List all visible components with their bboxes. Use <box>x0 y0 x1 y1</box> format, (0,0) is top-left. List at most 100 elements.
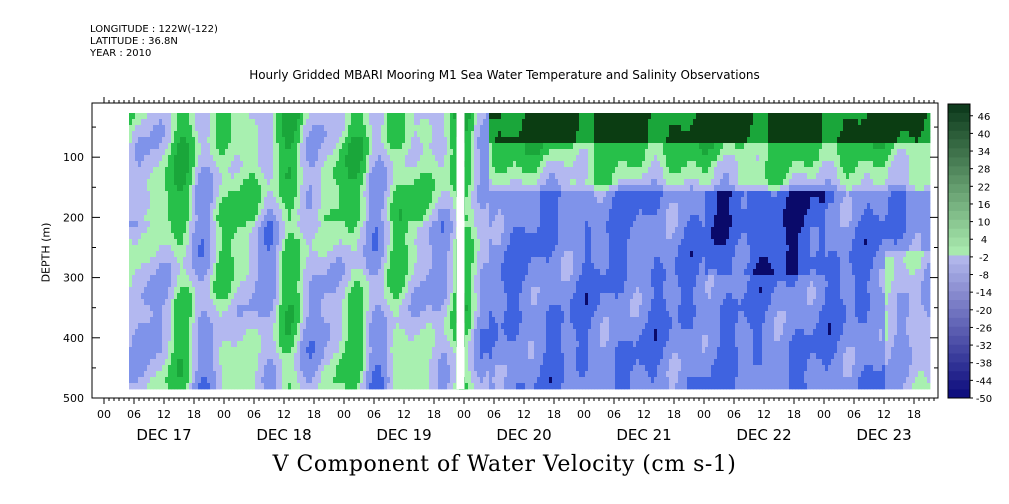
heat-cell <box>198 263 202 270</box>
heat-cell <box>159 227 163 234</box>
heat-cell <box>444 383 448 390</box>
heat-cell <box>318 275 322 282</box>
heat-cell <box>171 299 175 306</box>
heat-cell <box>390 269 394 276</box>
heat-cell <box>219 173 223 180</box>
heat-cell <box>138 281 142 288</box>
heat-cell <box>378 299 382 306</box>
heat-cell <box>402 137 406 144</box>
heat-cell <box>381 179 385 186</box>
heat-cell <box>417 227 421 234</box>
heat-cell <box>153 347 157 354</box>
heat-cell <box>414 383 418 390</box>
heat-cell <box>189 275 193 282</box>
heat-cell <box>426 125 430 132</box>
heat-cell <box>186 227 190 234</box>
heat-cell <box>318 329 322 336</box>
heat-cell <box>426 287 430 294</box>
heat-cell <box>201 119 205 126</box>
heat-cell <box>213 341 217 348</box>
heat-cell <box>429 239 433 246</box>
heat-cell <box>414 239 418 246</box>
heat-cell <box>270 227 274 234</box>
heat-cell <box>324 383 328 390</box>
heat-cell <box>342 257 346 264</box>
heat-cell <box>189 125 193 132</box>
heat-cell <box>447 377 451 384</box>
heat-cell <box>381 311 385 318</box>
heat-cell <box>297 299 301 306</box>
heat-cell <box>192 161 196 168</box>
heat-cell <box>393 293 397 300</box>
heat-cell <box>369 161 373 168</box>
heat-cell <box>186 287 190 294</box>
heat-cell <box>183 137 187 144</box>
heat-cell <box>174 275 178 282</box>
heat-cell <box>255 137 259 144</box>
heat-cell <box>255 209 259 216</box>
heat-cell <box>168 209 172 216</box>
heat-cell <box>387 353 391 360</box>
heat-cell <box>252 317 256 324</box>
heat-cell <box>288 263 292 270</box>
heat-cell <box>156 317 160 324</box>
heat-cell <box>258 179 262 186</box>
heat-cell <box>168 377 172 384</box>
heat-cell <box>423 155 427 162</box>
heat-cell <box>165 269 169 276</box>
heat-cell <box>150 137 154 144</box>
heat-cell <box>279 305 283 312</box>
heat-cell <box>378 149 382 156</box>
heat-cell <box>195 167 199 174</box>
heat-cell <box>441 263 445 270</box>
heat-cell <box>294 359 298 366</box>
heat-cell <box>387 239 391 246</box>
heat-cell <box>162 131 166 138</box>
heat-cell <box>231 287 235 294</box>
heat-cell <box>336 323 340 330</box>
heat-cell <box>150 119 154 126</box>
heat-cell <box>369 209 373 216</box>
heat-cell <box>438 269 442 276</box>
heat-cell <box>324 209 328 216</box>
heat-cell <box>336 227 340 234</box>
heat-cell <box>267 305 271 312</box>
heat-cell <box>414 161 418 168</box>
heat-cell <box>294 323 298 330</box>
heat-cell <box>150 317 154 324</box>
heat-cell <box>276 257 280 264</box>
heat-cell <box>393 143 397 150</box>
heat-cell <box>312 359 316 366</box>
heat-cell <box>444 341 448 348</box>
heat-cell <box>159 251 163 258</box>
heat-cell <box>234 125 238 132</box>
heat-cell <box>435 257 439 264</box>
heat-cell <box>189 311 193 318</box>
heat-cell <box>153 359 157 366</box>
heat-cell <box>318 317 322 324</box>
heat-cell <box>420 347 424 354</box>
heat-cell <box>402 167 406 174</box>
heat-cell <box>429 257 433 264</box>
heat-cell <box>264 191 268 198</box>
heat-cell <box>315 215 319 222</box>
heat-cell <box>435 281 439 288</box>
heat-cell <box>309 383 313 390</box>
heat-cell <box>267 191 271 198</box>
heat-cell <box>201 167 205 174</box>
heat-cell <box>135 131 139 138</box>
heat-cell <box>288 239 292 246</box>
heat-cell <box>327 245 331 252</box>
heat-cell <box>273 299 277 306</box>
heat-cell <box>357 287 361 294</box>
heat-cell <box>276 335 280 342</box>
heat-cell <box>360 113 364 120</box>
heat-cell <box>402 197 406 204</box>
heat-cell <box>297 311 301 318</box>
heat-cell <box>192 191 196 198</box>
heat-cell <box>270 365 274 372</box>
heat-cell <box>255 131 259 138</box>
heat-cell <box>144 215 148 222</box>
heat-cell <box>165 329 169 336</box>
heat-cell <box>291 371 295 378</box>
